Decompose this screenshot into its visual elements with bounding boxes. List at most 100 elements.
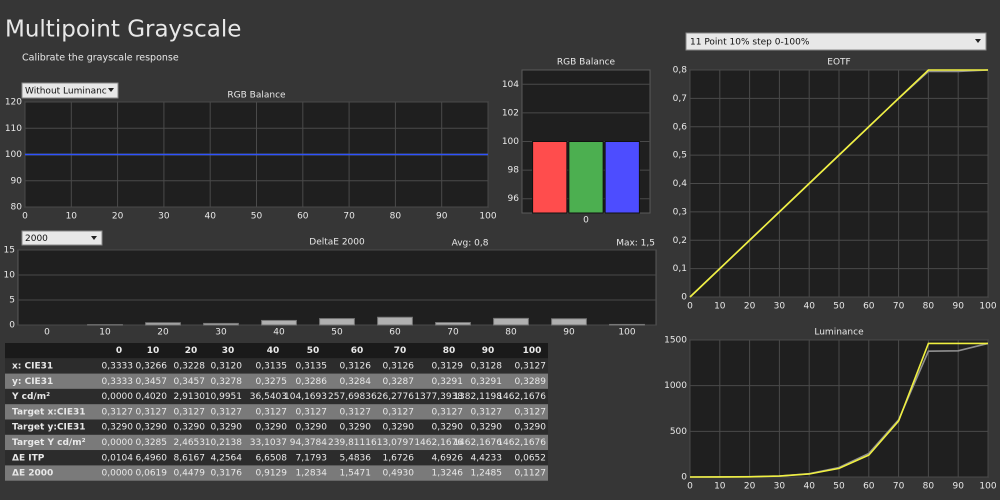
y-tick-label: 0,1 [673,264,687,274]
table-column-header: 0 [116,346,122,356]
table-cell: 6,4960 [136,453,168,463]
x-tick-label: 20 [744,302,756,312]
table-cell: 0,3127 [136,407,168,417]
dropdown-text[interactable]: 11 Point 10% step 0-100% [690,38,810,48]
table-column-header: 20 [185,346,198,356]
points-dropdown[interactable]: 11 Point 10% step 0-100% [685,32,987,51]
luminance-dropdown[interactable]: Without Luminanc [21,82,119,99]
table-cell: 2,9130 [174,392,206,402]
table-cell: 0,3290 [102,423,134,433]
table-cell: 104,1693 [284,392,327,402]
table-cell: 0,3457 [136,377,168,387]
table-row-label: Target Y cd/m² [12,438,86,448]
bar [532,141,568,214]
table-cell: 0,3135 [256,361,288,371]
table-cell: 0,3126 [383,361,415,371]
x-tick-label: 90 [952,302,964,312]
y-tick-label: 10 [4,271,16,281]
table-cell: 626,2776 [371,392,414,402]
table-cell: 0,3290 [256,423,288,433]
table-column-header: 40 [267,346,280,356]
table-cell: 239,8111 [328,438,371,448]
y-tick-label: 0,3 [673,207,687,217]
x-tick-label: 70 [447,328,459,338]
bar [319,318,355,326]
table-cell: 0,3128 [471,361,503,371]
table-row [5,419,548,435]
table-cell: 2,4653 [174,438,206,448]
table-column-header: 100 [523,346,542,356]
chart-title: EOTF [827,58,850,68]
x-tick-label: 0 [44,328,50,338]
dropdown-arrow[interactable] [975,39,981,43]
table-cell: 0,3135 [296,361,328,371]
bar [604,141,640,214]
table-cell: 0,3127 [256,407,288,417]
bar [203,322,239,326]
table-cell: 0,3286 [296,377,328,387]
table-cell: 0,3129 [432,361,464,371]
bar [609,323,645,326]
table-cell: 7,1793 [296,453,328,463]
table-cell: 1,2834 [296,469,328,479]
table-row-label: ΔE 2000 [12,469,53,479]
table-cell: 0,3287 [383,377,415,387]
table-cell: 33,1037 [250,438,287,448]
table-cell: 613,0797 [371,438,414,448]
table-column-header: 60 [351,346,364,356]
dropdown-box[interactable] [21,82,119,99]
dropdown-text[interactable]: 2000 [25,234,48,244]
x-tick-label: 50 [833,302,845,312]
x-tick-label: 30 [215,328,227,338]
table-cell: 0,4479 [174,469,206,479]
x-tick-label: 90 [952,482,964,492]
table-cell: 94,3784 [290,438,327,448]
deltae-dropdown[interactable]: 2000 [21,230,103,246]
annotation: Max: 1,5 [616,239,655,249]
table-row [5,434,548,451]
table-cell: 10,9951 [205,392,242,402]
table-cell: 5,4836 [340,453,372,463]
table-column-header: 30 [222,346,235,356]
table-cell: 1,6726 [383,453,415,463]
table-column-header: 90 [482,346,495,356]
y-tick-label: 0,5 [673,151,687,161]
x-tick-label: 0 [687,482,693,492]
y-tick-label: 15 [4,246,15,256]
y-tick-label: 0,6 [673,122,688,132]
dropdown-text[interactable]: Without Luminanc [25,87,107,97]
table-cell: 0,3333 [102,377,134,387]
x-tick-label: 70 [893,302,905,312]
y-tick-label: 120 [5,98,22,108]
x-tick-label: 40 [803,302,815,312]
x-tick-label: 100 [479,212,496,222]
table-cell: 1377,3938 [414,392,463,402]
table-row-label: y: CIE31 [12,377,53,387]
y-tick-label: 0,2 [673,236,687,246]
x-tick-label: 20 [112,212,124,222]
x-tick-label: 70 [893,482,905,492]
series-line [689,69,988,298]
chart-title: DeltaE 2000 [309,238,365,248]
x-tick-label: 40 [273,328,285,338]
table-cell: 1,2485 [471,469,503,479]
table-cell: 0,3291 [432,377,464,387]
series-line [689,342,988,478]
dropdown-box[interactable] [21,230,103,246]
chart-title: RGB Balance [557,58,616,68]
table-cell: 0,3457 [174,377,206,387]
table-cell: 4,4233 [471,453,503,463]
table-cell: 0,3290 [383,423,415,433]
table-row-label: Target x:CIE31 [12,407,86,417]
table-cell: 0,9129 [256,469,288,479]
table-row [5,404,548,420]
y-tick-label: 0 [9,321,15,331]
dropdown-box[interactable] [685,32,987,51]
dropdown-arrow[interactable] [91,236,97,240]
x-tick-label: 50 [833,482,845,492]
table-cell: 1462,1676 [453,438,502,448]
table-column-header: 10 [147,346,160,356]
table-cell: 257,6983 [328,392,371,402]
x-tick-label: 50 [331,328,343,338]
dropdown-arrow[interactable] [108,88,114,92]
